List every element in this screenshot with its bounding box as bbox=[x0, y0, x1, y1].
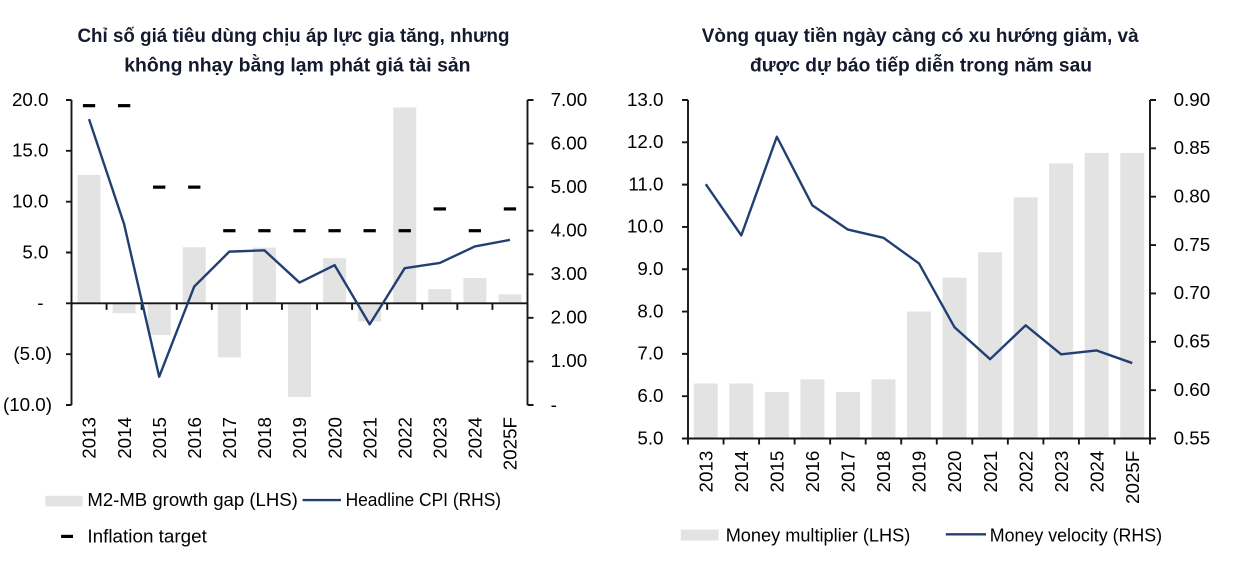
svg-text:M2-MB growth gap (LHS): M2-MB growth gap (LHS) bbox=[87, 489, 297, 510]
svg-text:Chỉ số giá tiêu dùng chịu áp l: Chỉ số giá tiêu dùng chịu áp lực gia tăn… bbox=[78, 25, 510, 47]
svg-text:13.0: 13.0 bbox=[627, 89, 664, 110]
svg-text:2018: 2018 bbox=[873, 451, 894, 493]
svg-text:2021: 2021 bbox=[980, 451, 1001, 493]
svg-text:8.0: 8.0 bbox=[637, 300, 663, 321]
svg-text:2014: 2014 bbox=[114, 417, 135, 459]
svg-text:2.00: 2.00 bbox=[551, 307, 588, 328]
svg-text:2024: 2024 bbox=[465, 417, 486, 459]
svg-text:20.0: 20.0 bbox=[12, 89, 49, 110]
svg-text:2020: 2020 bbox=[324, 417, 345, 459]
svg-text:2025F: 2025F bbox=[1122, 451, 1143, 504]
svg-text:0.80: 0.80 bbox=[1174, 186, 1211, 207]
svg-text:0.65: 0.65 bbox=[1174, 331, 1211, 352]
svg-text:7.00: 7.00 bbox=[551, 89, 588, 110]
svg-text:(5.0): (5.0) bbox=[13, 343, 52, 364]
svg-text:11.0: 11.0 bbox=[628, 173, 663, 194]
svg-text:2017: 2017 bbox=[838, 451, 859, 493]
svg-text:-: - bbox=[37, 292, 43, 313]
svg-text:(10.0): (10.0) bbox=[3, 394, 52, 415]
svg-text:2014: 2014 bbox=[731, 451, 752, 493]
svg-text:Inflation target: Inflation target bbox=[87, 526, 207, 547]
svg-text:2021: 2021 bbox=[359, 417, 380, 459]
svg-text:5.0: 5.0 bbox=[22, 241, 48, 262]
svg-text:5.00: 5.00 bbox=[551, 176, 588, 197]
svg-text:1.00: 1.00 bbox=[551, 350, 588, 371]
svg-text:4.00: 4.00 bbox=[551, 220, 588, 241]
svg-text:2015: 2015 bbox=[149, 417, 170, 459]
svg-text:9.0: 9.0 bbox=[637, 258, 663, 279]
svg-text:2024: 2024 bbox=[1086, 451, 1107, 493]
svg-text:2019: 2019 bbox=[289, 417, 310, 459]
svg-text:Vòng quay tiền ngày càng có xu: Vòng quay tiền ngày càng có xu hướng giả… bbox=[702, 25, 1139, 47]
svg-text:6.00: 6.00 bbox=[551, 132, 588, 153]
svg-text:15.0: 15.0 bbox=[12, 140, 49, 161]
svg-text:0.70: 0.70 bbox=[1174, 282, 1211, 303]
svg-text:2017: 2017 bbox=[219, 417, 240, 459]
svg-text:10.0: 10.0 bbox=[12, 190, 49, 211]
svg-text:được dự báo tiếp diễn trong nă: được dự báo tiếp diễn trong năm sau bbox=[750, 53, 1092, 77]
svg-text:2018: 2018 bbox=[254, 417, 275, 459]
svg-text:0.55: 0.55 bbox=[1174, 427, 1211, 448]
svg-text:0.85: 0.85 bbox=[1174, 137, 1211, 158]
svg-text:2023: 2023 bbox=[1051, 451, 1072, 493]
svg-text:0.60: 0.60 bbox=[1174, 379, 1211, 400]
svg-text:12.0: 12.0 bbox=[627, 131, 664, 152]
svg-text:2020: 2020 bbox=[944, 451, 965, 493]
svg-text:3.00: 3.00 bbox=[551, 263, 588, 284]
svg-text:2013: 2013 bbox=[695, 451, 716, 493]
svg-text:0.90: 0.90 bbox=[1174, 89, 1211, 110]
svg-text:2023: 2023 bbox=[430, 417, 451, 459]
svg-text:2016: 2016 bbox=[184, 417, 205, 459]
svg-text:7.0: 7.0 bbox=[637, 343, 663, 364]
svg-text:2022: 2022 bbox=[394, 417, 415, 459]
svg-text:2019: 2019 bbox=[909, 451, 930, 493]
svg-text:Money multiplier (LHS): Money multiplier (LHS) bbox=[726, 525, 911, 546]
svg-text:không nhạy bằng lạm phát giá t: không nhạy bằng lạm phát giá tài sản bbox=[124, 53, 470, 77]
svg-text:Money velocity (RHS): Money velocity (RHS) bbox=[990, 525, 1162, 546]
svg-text:2015: 2015 bbox=[767, 451, 788, 493]
svg-text:2025F: 2025F bbox=[500, 417, 521, 470]
svg-text:2013: 2013 bbox=[79, 417, 100, 459]
svg-text:2016: 2016 bbox=[802, 451, 823, 493]
svg-text:5.0: 5.0 bbox=[637, 427, 663, 448]
svg-text:2022: 2022 bbox=[1015, 451, 1036, 493]
svg-text:Headline CPI (RHS): Headline CPI (RHS) bbox=[346, 489, 502, 510]
svg-text:0.75: 0.75 bbox=[1174, 234, 1211, 255]
svg-text:10.0: 10.0 bbox=[627, 216, 664, 237]
svg-text:-: - bbox=[551, 394, 557, 415]
svg-text:6.0: 6.0 bbox=[637, 385, 663, 406]
